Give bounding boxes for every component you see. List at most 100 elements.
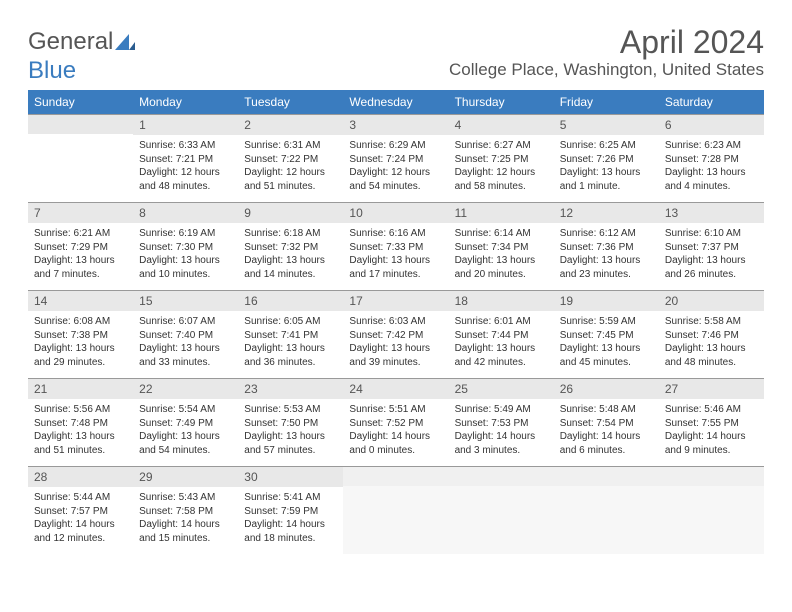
- weekday-header: Saturday: [659, 90, 764, 114]
- daylight-text: Daylight: 14 hours and 15 minutes.: [139, 518, 232, 545]
- calendar-day-cell: 5Sunrise: 6:25 AMSunset: 7:26 PMDaylight…: [554, 114, 659, 202]
- calendar-day-cell: 18Sunrise: 6:01 AMSunset: 7:44 PMDayligh…: [449, 290, 554, 378]
- calendar-day-cell: 10Sunrise: 6:16 AMSunset: 7:33 PMDayligh…: [343, 202, 448, 290]
- weekday-header: Thursday: [449, 90, 554, 114]
- daylight-text: Daylight: 14 hours and 0 minutes.: [349, 430, 442, 457]
- sunset-text: Sunset: 7:40 PM: [139, 329, 232, 343]
- calendar-week-row: 7Sunrise: 6:21 AMSunset: 7:29 PMDaylight…: [28, 202, 764, 290]
- sunset-text: Sunset: 7:29 PM: [34, 241, 127, 255]
- day-number: [554, 466, 659, 486]
- sunrise-text: Sunrise: 6:14 AM: [455, 227, 548, 241]
- sunrise-text: Sunrise: 6:31 AM: [244, 139, 337, 153]
- day-content: Sunrise: 6:10 AMSunset: 7:37 PMDaylight:…: [659, 223, 764, 285]
- daylight-text: Daylight: 14 hours and 18 minutes.: [244, 518, 337, 545]
- calendar-day-cell: 4Sunrise: 6:27 AMSunset: 7:25 PMDaylight…: [449, 114, 554, 202]
- sunset-text: Sunset: 7:37 PM: [665, 241, 758, 255]
- sunrise-text: Sunrise: 5:58 AM: [665, 315, 758, 329]
- daylight-text: Daylight: 13 hours and 14 minutes.: [244, 254, 337, 281]
- daylight-text: Daylight: 13 hours and 10 minutes.: [139, 254, 232, 281]
- daylight-text: Daylight: 14 hours and 3 minutes.: [455, 430, 548, 457]
- day-content: Sunrise: 5:59 AMSunset: 7:45 PMDaylight:…: [554, 311, 659, 373]
- calendar-day-cell: 14Sunrise: 6:08 AMSunset: 7:38 PMDayligh…: [28, 290, 133, 378]
- sunrise-text: Sunrise: 6:05 AM: [244, 315, 337, 329]
- daylight-text: Daylight: 13 hours and 57 minutes.: [244, 430, 337, 457]
- calendar-day-cell: 20Sunrise: 5:58 AMSunset: 7:46 PMDayligh…: [659, 290, 764, 378]
- sunrise-text: Sunrise: 5:49 AM: [455, 403, 548, 417]
- daylight-text: Daylight: 14 hours and 12 minutes.: [34, 518, 127, 545]
- day-number: 27: [659, 378, 764, 399]
- daylight-text: Daylight: 12 hours and 48 minutes.: [139, 166, 232, 193]
- sunset-text: Sunset: 7:45 PM: [560, 329, 653, 343]
- sunset-text: Sunset: 7:55 PM: [665, 417, 758, 431]
- day-content: Sunrise: 6:16 AMSunset: 7:33 PMDaylight:…: [343, 223, 448, 285]
- day-number: 1: [133, 114, 238, 135]
- daylight-text: Daylight: 13 hours and 48 minutes.: [665, 342, 758, 369]
- sunrise-text: Sunrise: 6:23 AM: [665, 139, 758, 153]
- sunrise-text: Sunrise: 5:54 AM: [139, 403, 232, 417]
- calendar-day-cell: 25Sunrise: 5:49 AMSunset: 7:53 PMDayligh…: [449, 378, 554, 466]
- day-number: [28, 114, 133, 134]
- day-number: 25: [449, 378, 554, 399]
- sunset-text: Sunset: 7:41 PM: [244, 329, 337, 343]
- sunrise-text: Sunrise: 5:44 AM: [34, 491, 127, 505]
- weekday-header-row: SundayMondayTuesdayWednesdayThursdayFrid…: [28, 90, 764, 114]
- day-content: Sunrise: 5:41 AMSunset: 7:59 PMDaylight:…: [238, 487, 343, 549]
- sunrise-text: Sunrise: 6:16 AM: [349, 227, 442, 241]
- day-number: 9: [238, 202, 343, 223]
- calendar-day-cell: [554, 466, 659, 554]
- daylight-text: Daylight: 13 hours and 45 minutes.: [560, 342, 653, 369]
- day-content: Sunrise: 6:29 AMSunset: 7:24 PMDaylight:…: [343, 135, 448, 197]
- daylight-text: Daylight: 13 hours and 23 minutes.: [560, 254, 653, 281]
- day-content: Sunrise: 5:49 AMSunset: 7:53 PMDaylight:…: [449, 399, 554, 461]
- day-number: 14: [28, 290, 133, 311]
- sunrise-text: Sunrise: 6:19 AM: [139, 227, 232, 241]
- sunset-text: Sunset: 7:24 PM: [349, 153, 442, 167]
- sunset-text: Sunset: 7:53 PM: [455, 417, 548, 431]
- daylight-text: Daylight: 13 hours and 4 minutes.: [665, 166, 758, 193]
- day-number: 21: [28, 378, 133, 399]
- sunrise-text: Sunrise: 6:10 AM: [665, 227, 758, 241]
- daylight-text: Daylight: 13 hours and 17 minutes.: [349, 254, 442, 281]
- day-content: Sunrise: 6:18 AMSunset: 7:32 PMDaylight:…: [238, 223, 343, 285]
- day-number: 22: [133, 378, 238, 399]
- logo-icon: [115, 29, 135, 57]
- calendar-day-cell: 9Sunrise: 6:18 AMSunset: 7:32 PMDaylight…: [238, 202, 343, 290]
- day-content: Sunrise: 5:58 AMSunset: 7:46 PMDaylight:…: [659, 311, 764, 373]
- day-content: Sunrise: 6:19 AMSunset: 7:30 PMDaylight:…: [133, 223, 238, 285]
- sunrise-text: Sunrise: 6:03 AM: [349, 315, 442, 329]
- day-content: Sunrise: 6:33 AMSunset: 7:21 PMDaylight:…: [133, 135, 238, 197]
- daylight-text: Daylight: 13 hours and 1 minute.: [560, 166, 653, 193]
- daylight-text: Daylight: 12 hours and 58 minutes.: [455, 166, 548, 193]
- calendar-day-cell: 23Sunrise: 5:53 AMSunset: 7:50 PMDayligh…: [238, 378, 343, 466]
- daylight-text: Daylight: 13 hours and 54 minutes.: [139, 430, 232, 457]
- sunset-text: Sunset: 7:50 PM: [244, 417, 337, 431]
- sunset-text: Sunset: 7:30 PM: [139, 241, 232, 255]
- day-content: Sunrise: 6:07 AMSunset: 7:40 PMDaylight:…: [133, 311, 238, 373]
- day-number: 19: [554, 290, 659, 311]
- day-content: Sunrise: 6:05 AMSunset: 7:41 PMDaylight:…: [238, 311, 343, 373]
- day-number: 28: [28, 466, 133, 487]
- day-number: [449, 466, 554, 486]
- day-content: Sunrise: 6:31 AMSunset: 7:22 PMDaylight:…: [238, 135, 343, 197]
- weekday-header: Sunday: [28, 90, 133, 114]
- sunset-text: Sunset: 7:32 PM: [244, 241, 337, 255]
- sunset-text: Sunset: 7:38 PM: [34, 329, 127, 343]
- day-content: Sunrise: 5:48 AMSunset: 7:54 PMDaylight:…: [554, 399, 659, 461]
- day-content: Sunrise: 6:03 AMSunset: 7:42 PMDaylight:…: [343, 311, 448, 373]
- sunset-text: Sunset: 7:28 PM: [665, 153, 758, 167]
- calendar-day-cell: 30Sunrise: 5:41 AMSunset: 7:59 PMDayligh…: [238, 466, 343, 554]
- day-content: Sunrise: 6:08 AMSunset: 7:38 PMDaylight:…: [28, 311, 133, 373]
- sunset-text: Sunset: 7:49 PM: [139, 417, 232, 431]
- daylight-text: Daylight: 13 hours and 51 minutes.: [34, 430, 127, 457]
- sunrise-text: Sunrise: 5:48 AM: [560, 403, 653, 417]
- day-content: Sunrise: 6:12 AMSunset: 7:36 PMDaylight:…: [554, 223, 659, 285]
- daylight-text: Daylight: 12 hours and 51 minutes.: [244, 166, 337, 193]
- sunset-text: Sunset: 7:34 PM: [455, 241, 548, 255]
- calendar-week-row: 14Sunrise: 6:08 AMSunset: 7:38 PMDayligh…: [28, 290, 764, 378]
- calendar-day-cell: 1Sunrise: 6:33 AMSunset: 7:21 PMDaylight…: [133, 114, 238, 202]
- day-content: Sunrise: 5:44 AMSunset: 7:57 PMDaylight:…: [28, 487, 133, 549]
- page-title: April 2024: [620, 24, 764, 61]
- day-content: Sunrise: 5:43 AMSunset: 7:58 PMDaylight:…: [133, 487, 238, 549]
- day-number: 30: [238, 466, 343, 487]
- calendar-day-cell: 17Sunrise: 6:03 AMSunset: 7:42 PMDayligh…: [343, 290, 448, 378]
